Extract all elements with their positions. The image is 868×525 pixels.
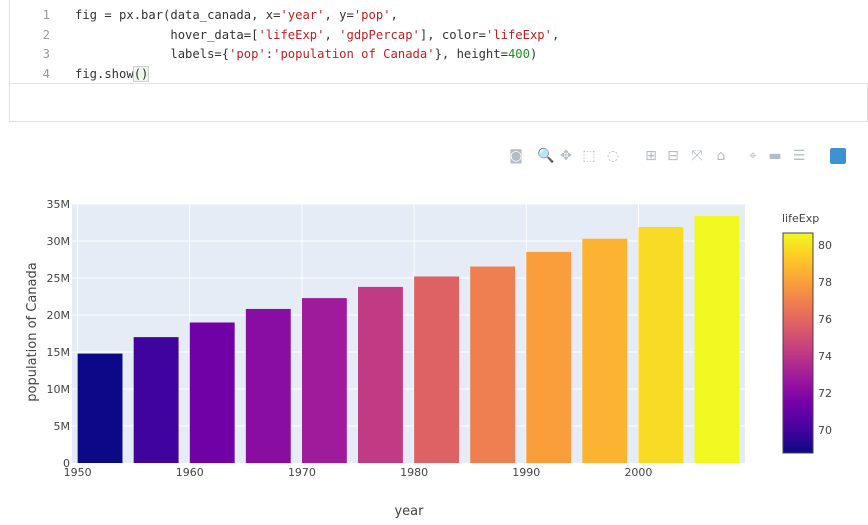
y-axis-title: population of Canada xyxy=(25,262,40,401)
code-line[interactable]: 2 hover_data=['lifeExp', 'gdpPercap'], c… xyxy=(10,26,868,45)
bar[interactable] xyxy=(245,308,291,463)
y-tick-label: 5M xyxy=(54,420,71,433)
bar[interactable] xyxy=(694,215,740,463)
bar[interactable] xyxy=(358,286,403,463)
hover-compare-icon[interactable]: ☰ xyxy=(792,148,806,164)
colorbar[interactable] xyxy=(782,232,814,454)
colorbar-tick-label: 72 xyxy=(818,387,832,400)
code-line[interactable]: 1 fig = px.bar(data_canada, x='year', y='… xyxy=(10,6,868,25)
reset-axes-icon[interactable]: ⌂ xyxy=(716,148,726,164)
x-tick-label: 1990 xyxy=(512,466,540,479)
spike-lines-icon[interactable]: ⌖ xyxy=(749,148,757,164)
plot-area[interactable] xyxy=(72,204,745,463)
colorbar-tick-label: 78 xyxy=(818,276,832,289)
plotly-logo-icon[interactable] xyxy=(830,148,846,164)
x-axis-title: year xyxy=(394,504,424,519)
colorbar-tick-label: 70 xyxy=(818,424,832,437)
bar[interactable] xyxy=(526,251,572,463)
x-tick-label: 1950 xyxy=(64,466,92,479)
autoscale-icon[interactable]: ⤧ xyxy=(691,148,703,164)
y-tick-label: 35M xyxy=(47,198,71,211)
code-cell[interactable]: 1 fig = px.bar(data_canada, x='year', y='… xyxy=(9,0,868,122)
code-editor[interactable]: 1 fig = px.bar(data_canada, x='year', y='… xyxy=(10,0,868,84)
colorbar-tick-label: 76 xyxy=(818,313,832,326)
line-number: 3 xyxy=(42,47,50,61)
y-tick-label: 30M xyxy=(47,235,71,248)
bar[interactable] xyxy=(77,353,123,463)
y-tick-label: 15M xyxy=(47,346,71,359)
bar[interactable] xyxy=(470,266,516,463)
y-tick-label: 0 xyxy=(63,457,70,470)
code-line[interactable]: 4 fig.show() xyxy=(10,65,868,84)
x-tick-label: 1970 xyxy=(288,466,316,479)
line-number: 1 xyxy=(42,8,50,22)
colorbar-tick-label: 74 xyxy=(818,350,832,363)
box-select-icon[interactable]: ⬚ xyxy=(582,148,596,164)
code-text[interactable]: labels={'pop':'population of Canada'}, h… xyxy=(75,47,538,61)
colorbar-title: lifeExp xyxy=(782,212,819,225)
pan-icon[interactable]: ✥ xyxy=(560,148,572,164)
bar[interactable] xyxy=(638,226,684,463)
bar-chart[interactable]: 0 5M 10M 15M 20M 25M 30M 35M 1950 1960 1970 1980 199… xyxy=(0,180,868,525)
zoom-icon[interactable]: 🔍 xyxy=(537,148,555,164)
colorbar-tick-label: 80 xyxy=(818,239,832,252)
line-number: 4 xyxy=(42,66,50,81)
x-tick-label: 2000 xyxy=(624,466,652,479)
y-tick-label: 20M xyxy=(47,309,71,322)
y-tick-label: 25M xyxy=(47,272,71,285)
x-tick-label: 1960 xyxy=(176,466,204,479)
camera-icon[interactable]: ◙ xyxy=(509,148,523,164)
hover-closest-icon[interactable]: ▬ xyxy=(768,148,782,164)
bar[interactable] xyxy=(414,276,459,463)
bar[interactable] xyxy=(189,322,235,463)
lasso-select-icon[interactable]: ◌ xyxy=(606,148,620,164)
line-number: 2 xyxy=(42,27,50,42)
y-tick-label: 10M xyxy=(47,383,71,396)
code-line[interactable]: 3 labels={'pop':'population of Canada'},… xyxy=(10,45,868,64)
code-text[interactable]: hover_data=['lifeExp', 'gdpPercap'], col… xyxy=(75,27,560,42)
zoom-in-icon[interactable]: ⊞ xyxy=(645,148,657,164)
x-tick-label: 1980 xyxy=(400,466,428,479)
code-text[interactable]: fig.show() xyxy=(75,65,150,82)
bar[interactable] xyxy=(301,298,347,463)
bar[interactable] xyxy=(133,337,179,463)
bar[interactable] xyxy=(582,238,628,463)
zoom-out-icon[interactable]: ⊟ xyxy=(667,148,679,164)
code-text[interactable]: fig = px.bar(data_canada, x='year', y='p… xyxy=(75,8,398,22)
